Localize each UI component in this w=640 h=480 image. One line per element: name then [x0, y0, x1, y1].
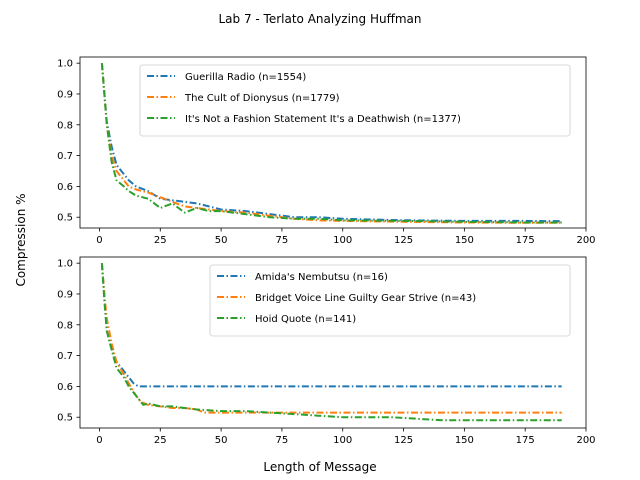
x-tick-label: 50 [215, 235, 228, 246]
y-tick-label: 0.7 [57, 351, 73, 362]
x-tick-label: 125 [394, 435, 413, 446]
chart-panel-1: 0 25 50 75 100 125 150 175 200 0.5 0.6 0.7 0.8 0.9 1.0… [57, 56, 596, 246]
y-tick-label: 0.5 [57, 413, 73, 424]
x-tick-label: 175 [516, 435, 535, 446]
y-tick-label: 1.0 [57, 259, 73, 270]
x-tick-label: 175 [516, 235, 535, 246]
legend-2: Amida's Nembutsu (n=16) Bridget Voice Lin… [209, 264, 571, 337]
y-axis-label: Compression % [14, 193, 28, 286]
y-tick-label: 0.9 [57, 289, 73, 300]
x-tick-label: 75 [276, 435, 289, 446]
legend-label: It's Not a Fashion Statement It's a Deat… [185, 114, 461, 125]
series-line-1-3 [100, 63, 562, 224]
x-tick-label: 25 [154, 235, 167, 246]
legend-box [139, 64, 571, 137]
legend-label: Amida's Nembutsu (n=16) [255, 272, 388, 283]
x-tick-label: 0 [96, 235, 102, 246]
x-tick-label: 50 [215, 435, 228, 446]
legend-label: Guerilla Radio (n=1554) [185, 72, 306, 83]
y-tick-label: 0.9 [57, 89, 73, 100]
legend-box [209, 264, 571, 337]
series-line-1-1 [100, 63, 562, 223]
chart-panel-2: 0 25 50 75 100 125 150 175 200 0.5 0.6 0.7 0.8 0.9 1.0… [57, 256, 596, 446]
x-axis-label: Length of Message [263, 460, 376, 474]
x-tick-label: 125 [394, 235, 413, 246]
x-tick-label: 150 [455, 435, 474, 446]
y-tick-label: 0.6 [57, 382, 73, 393]
x-tick-label: 0 [96, 435, 102, 446]
y-tick-label: 0.8 [57, 120, 73, 131]
x-tick-label: 75 [276, 235, 289, 246]
y-tick-label: 0.8 [57, 320, 73, 331]
legend-label: The Cult of Dionysus (n=1779) [184, 93, 340, 104]
y-tick-label: 0.6 [57, 182, 73, 193]
plot-frame-2 [79, 256, 587, 429]
y-tick-label: 0.5 [57, 213, 73, 224]
x-tick-label: 200 [576, 235, 595, 246]
x-tick-label: 150 [455, 235, 474, 246]
y-tick-label: 0.7 [57, 151, 73, 162]
legend-1: Guerilla Radio (n=1554) The Cult of Diony… [139, 64, 571, 137]
figure-title: Lab 7 - Terlato Analyzing Huffman [218, 12, 421, 26]
x-tick-label: 100 [333, 235, 352, 246]
legend-label: Hoid Quote (n=141) [255, 314, 356, 325]
y-tick-label: 1.0 [57, 59, 73, 70]
x-tick-label: 100 [333, 435, 352, 446]
x-tick-label: 200 [576, 435, 595, 446]
series-line-2-3 [100, 263, 562, 422]
legend-label: Bridget Voice Line Guilty Gear Strive (n… [255, 293, 476, 304]
x-tick-label: 25 [154, 435, 167, 446]
series-line-2-2 [100, 263, 562, 414]
plot-frame-1 [79, 56, 587, 229]
